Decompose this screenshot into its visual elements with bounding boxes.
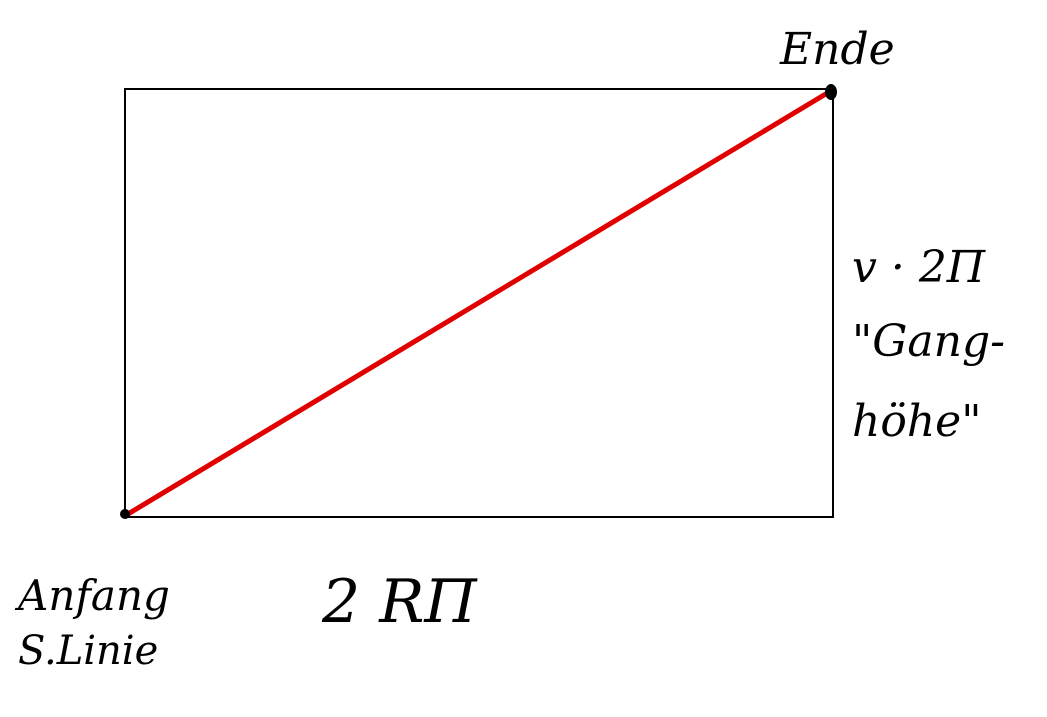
end-label: Ende xyxy=(779,24,895,75)
right-height-label-line3: höhe" xyxy=(852,396,981,447)
start-sublabel: S.Linie xyxy=(18,628,158,674)
end-point xyxy=(825,84,837,100)
bottom-width-label: 2 RΠ xyxy=(321,567,478,637)
diagonal-line xyxy=(125,89,832,517)
start-point xyxy=(120,509,130,519)
unrolled-rectangle xyxy=(124,88,834,518)
right-height-label-line2: "Gang- xyxy=(852,316,1005,367)
start-label: Anfang xyxy=(14,571,170,620)
right-height-label-line1: v · 2Π xyxy=(852,242,987,293)
